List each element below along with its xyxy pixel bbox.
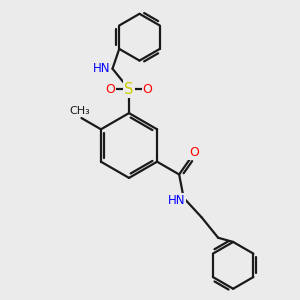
Text: O: O: [189, 146, 199, 159]
Text: HN: HN: [93, 61, 110, 75]
Text: S: S: [124, 82, 134, 97]
Text: HN: HN: [167, 194, 185, 207]
Text: O: O: [143, 82, 152, 96]
Text: CH₃: CH₃: [70, 106, 90, 116]
Text: O: O: [106, 82, 115, 96]
